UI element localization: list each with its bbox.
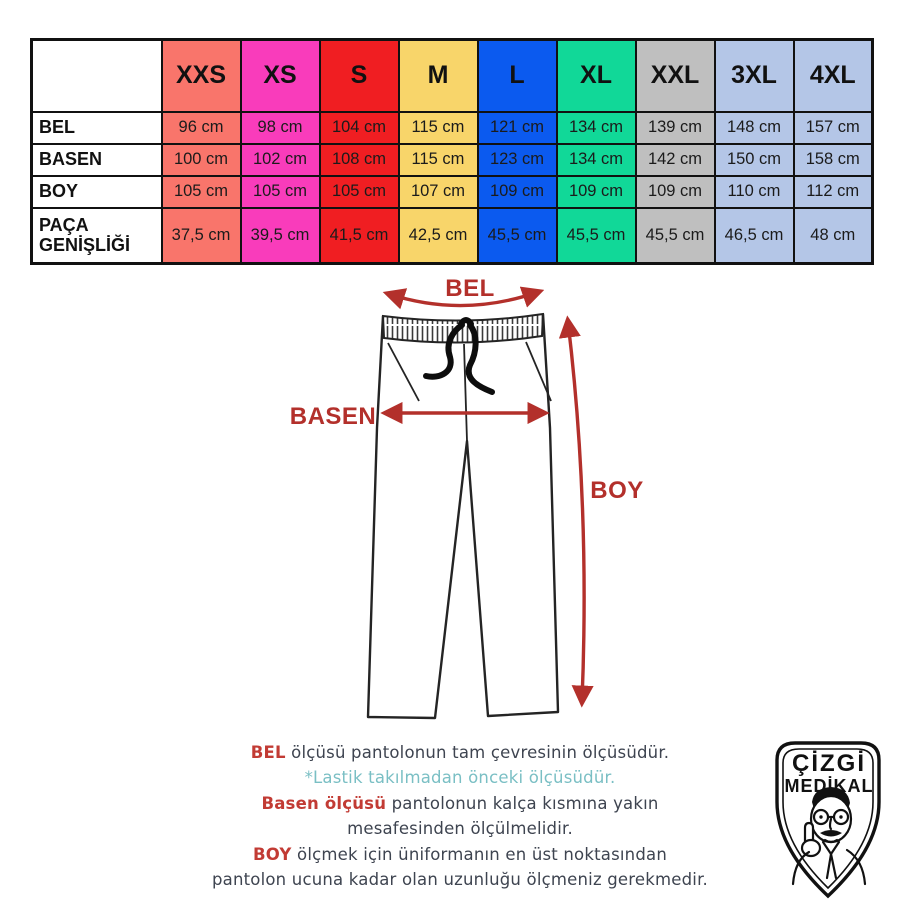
note-boy-highlight: BOY — [253, 844, 292, 864]
cell: 150 cm — [713, 142, 795, 177]
table-row-paca: PAÇA GENİŞLİĞİ 37,5 cm 39,5 cm 41,5 cm 4… — [30, 206, 874, 265]
size-table: XXS XS S M L XL XXL 3XL 4XL BEL 96 cm 98… — [30, 38, 874, 265]
note-boy-text: ölçmek için üniformanın en üst noktasınd… — [291, 844, 667, 864]
waistband-elastic — [381, 312, 545, 344]
cell: 41,5 cm — [318, 206, 400, 265]
left-pocket-line — [387, 342, 420, 402]
cell: 100 cm — [160, 142, 242, 177]
size-header-row: XXS XS S M L XL XXL 3XL 4XL — [30, 38, 874, 113]
cell: 112 cm — [792, 174, 874, 209]
note-basen2-text: mesafesinden ölçülmelidir. — [347, 819, 573, 839]
drawstring — [423, 317, 495, 395]
center-front-seam — [463, 343, 468, 442]
note-line-boy2: pantolon ucuna kadar olan uzunluğu ölçme… — [110, 867, 810, 892]
cell: 109 cm — [555, 174, 637, 209]
size-col-l: L — [476, 38, 558, 113]
cell: 139 cm — [634, 110, 716, 145]
cell: 157 cm — [792, 110, 874, 145]
cell: 142 cm — [634, 142, 716, 177]
cell: 45,5 cm — [634, 206, 716, 265]
cell: 115 cm — [397, 142, 479, 177]
note-bel-text: ölçüsü pantolonun tam çevresinin ölçüsüd… — [285, 743, 670, 762]
cell: 134 cm — [555, 110, 637, 145]
table-row-bel: BEL 96 cm 98 cm 104 cm 115 cm 121 cm 134… — [30, 110, 874, 145]
note-line-basen: Basen ölçüsü pantolonun kalça kısmına ya… — [110, 791, 810, 816]
pants-outline — [366, 312, 560, 720]
row-label-boy: BOY — [30, 174, 163, 209]
table-row-basen: BASEN 100 cm 102 cm 108 cm 115 cm 123 cm… — [30, 142, 874, 177]
note-bel-highlight: BEL — [250, 743, 286, 762]
pants-measurement-diagram: BEL BASEN BOY — [290, 275, 644, 720]
row-label-bel: BEL — [30, 110, 163, 145]
note-line-basen2: mesafesinden ölçülmelidir. — [110, 816, 810, 841]
cell: 110 cm — [713, 174, 795, 209]
cell: 39,5 cm — [239, 206, 321, 265]
note-lastik-text: *Lastik takılmadan önceki ölçüsüdür. — [304, 768, 616, 788]
cell: 104 cm — [318, 110, 400, 145]
cell: 105 cm — [318, 174, 400, 209]
logo-line2: MEDİKAL — [785, 776, 874, 796]
size-col-xs: XS — [239, 38, 321, 113]
row-label-basen: BASEN — [30, 142, 163, 177]
size-col-4xl: 4XL — [792, 38, 874, 113]
size-col-xxl: XXL — [634, 38, 716, 113]
measurement-notes: BEL ölçüsü pantolonun tam çevresinin ölç… — [110, 740, 810, 892]
cell: 102 cm — [239, 142, 321, 177]
cell: 121 cm — [476, 110, 558, 145]
right-pocket-line — [525, 341, 552, 402]
note-boy2-text: pantolon ucuna kadar olan uzunluğu ölçme… — [212, 870, 708, 890]
cell: 109 cm — [634, 174, 716, 209]
logo-man-icon — [791, 787, 867, 886]
cell: 108 cm — [318, 142, 400, 177]
cell: 158 cm — [792, 142, 874, 177]
boy-measure-arrow: BOY — [558, 315, 644, 708]
bel-measure-arrow: BEL — [382, 275, 545, 310]
size-col-3xl: 3XL — [713, 38, 795, 113]
cell: 48 cm — [792, 206, 874, 265]
note-line-boy: BOY ölçmek için üniformanın en üst nokta… — [110, 842, 810, 867]
row-label-paca: PAÇA GENİŞLİĞİ — [30, 206, 163, 265]
cell: 42,5 cm — [397, 206, 479, 265]
basen-measure-arrow: BASEN — [290, 401, 550, 430]
note-basen-highlight: Basen ölçüsü — [261, 793, 387, 813]
note-basen-text: pantolonun kalça kısmına yakın — [386, 793, 659, 813]
cell: 105 cm — [160, 174, 242, 209]
table-row-boy: BOY 105 cm 105 cm 105 cm 107 cm 109 cm 1… — [30, 174, 874, 209]
cell: 123 cm — [476, 142, 558, 177]
size-col-xxs: XXS — [160, 38, 242, 113]
bel-label: BEL — [445, 275, 495, 302]
cell: 115 cm — [397, 110, 479, 145]
basen-label: BASEN — [290, 403, 377, 430]
cell: 46,5 cm — [713, 206, 795, 265]
note-line-lastik: *Lastik takılmadan önceki ölçüsüdür. — [110, 765, 810, 790]
cell: 148 cm — [713, 110, 795, 145]
cell: 134 cm — [555, 142, 637, 177]
cizgi-medikal-logo: ÇİZGİ MEDİKAL — [775, 741, 881, 899]
size-col-xl: XL — [555, 38, 637, 113]
size-col-m: M — [397, 38, 479, 113]
cell: 37,5 cm — [160, 206, 242, 265]
cell: 45,5 cm — [476, 206, 558, 265]
note-line-bel: BEL ölçüsü pantolonun tam çevresinin ölç… — [110, 740, 810, 765]
cell: 45,5 cm — [555, 206, 637, 265]
cell: 98 cm — [239, 110, 321, 145]
cell: 96 cm — [160, 110, 242, 145]
cell: 107 cm — [397, 174, 479, 209]
boy-label: BOY — [590, 477, 644, 504]
logo-line1: ÇİZGİ — [792, 750, 866, 777]
size-col-s: S — [318, 38, 400, 113]
corner-cell — [30, 38, 163, 113]
cell: 105 cm — [239, 174, 321, 209]
cell: 109 cm — [476, 174, 558, 209]
